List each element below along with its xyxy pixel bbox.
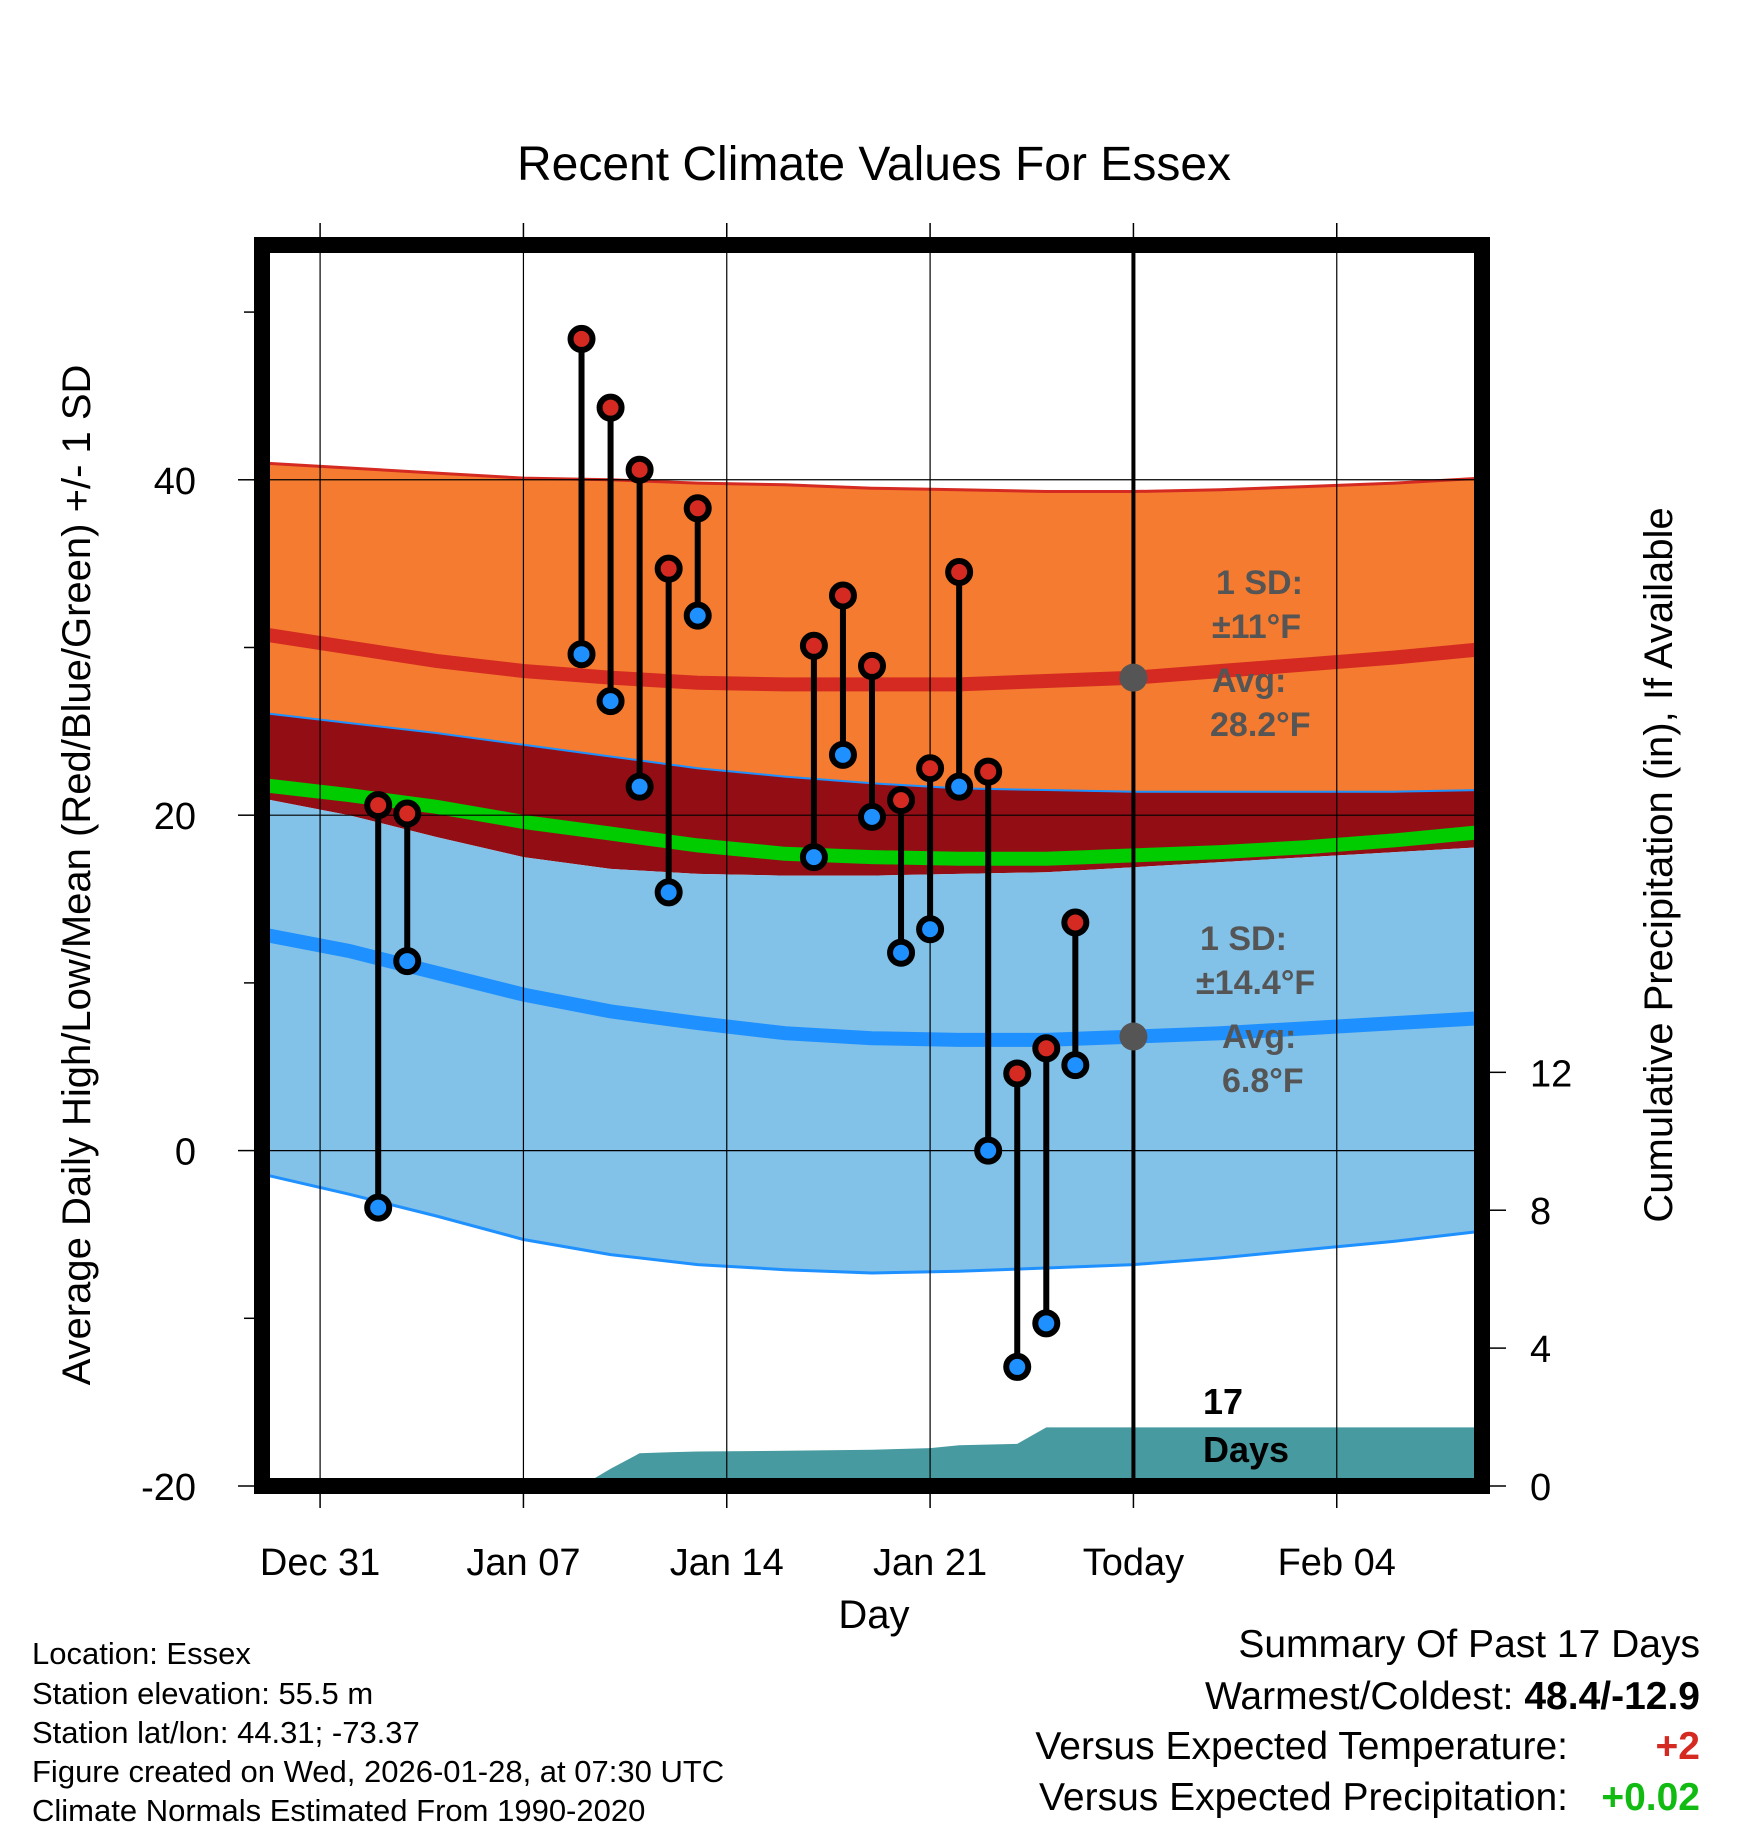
y2-tick-label: 8 <box>1530 1191 1551 1233</box>
low-sd-title: 1 SD: <box>1200 920 1287 958</box>
low-sd-value: ±14.4°F <box>1196 964 1315 1002</box>
daily-high-point <box>974 757 1003 786</box>
y-tick-label: -20 <box>141 1467 196 1509</box>
low-lower-edge <box>261 1172 1483 1275</box>
daily-high-point <box>393 799 422 828</box>
daily-low-point <box>393 947 422 976</box>
footer-normals: Climate Normals Estimated From 1990-2020 <box>32 1793 646 1828</box>
high-sd-value: ±11°F <box>1212 608 1301 646</box>
y-tick-label: 20 <box>154 796 196 838</box>
footer-latlon: Station lat/lon: 44.31; -73.37 <box>32 1715 420 1750</box>
low-avg-marker <box>1119 1022 1148 1051</box>
y-tick-label: 0 <box>175 1132 196 1174</box>
high-sd-title: 1 SD: <box>1216 564 1303 602</box>
x-tick-label: Dec 31 <box>260 1542 380 1584</box>
days-count-label: 17 <box>1203 1381 1243 1422</box>
y2-tick-label: 4 <box>1530 1329 1551 1371</box>
y-tick-label: 40 <box>154 461 196 503</box>
summary-precip-value: +0.02 <box>1601 1776 1700 1819</box>
daily-low-point <box>858 802 886 831</box>
x-tick-label: Feb 04 <box>1278 1542 1396 1584</box>
y2-axis-label: Cumulative Precipitation (in), If Availa… <box>1637 507 1681 1222</box>
daily-low-point <box>1003 1352 1032 1381</box>
footer-elevation: Station elevation: 55.5 m <box>32 1676 374 1711</box>
daily-high-point <box>1061 908 1090 937</box>
daily-low-point <box>799 843 828 872</box>
daily-high-point <box>567 324 596 353</box>
daily-high-point <box>596 393 625 422</box>
x-axis-label: Day <box>838 1593 909 1637</box>
summary-warm-cold-value: 48.4/-12.9 <box>1524 1675 1700 1718</box>
daily-high-point <box>625 455 654 484</box>
days-word-label: Days <box>1203 1429 1289 1470</box>
summary-warm-cold: Warmest/Coldest: 48.4/-12.9 <box>1205 1675 1700 1719</box>
summary-temp-value: +2 <box>1655 1725 1700 1768</box>
x-tick-label: Today <box>1083 1542 1184 1584</box>
daily-high-point <box>799 631 828 660</box>
daily-low-point <box>567 640 596 669</box>
precip-area <box>262 1427 1482 1486</box>
daily-high-point <box>364 791 393 820</box>
x-tick-label: Jan 21 <box>873 1542 987 1584</box>
plot-frame <box>254 237 1490 1494</box>
high-avg-value: 28.2°F <box>1210 706 1311 744</box>
summary-title: Summary Of Past 17 Days <box>1238 1623 1700 1666</box>
daily-high-point <box>654 554 683 583</box>
daily-low-point <box>654 878 683 907</box>
daily-low-point <box>945 772 974 801</box>
summary-precip-label: Versus Expected Precipitation: <box>1039 1776 1568 1819</box>
daily-high-point <box>916 754 945 783</box>
low-avg-title: Avg: <box>1222 1018 1296 1056</box>
daily-high-point <box>828 581 857 610</box>
summary-temp-label: Versus Expected Temperature: <box>1035 1725 1568 1768</box>
daily-low-point <box>828 740 857 769</box>
daily-low-point <box>364 1193 393 1222</box>
daily-low-point <box>596 687 625 716</box>
y-axis-label: Average Daily High/Low/Mean (Red/Blue/Gr… <box>55 365 99 1386</box>
high-upper-edge <box>261 461 1483 493</box>
daily-high-point <box>945 558 974 587</box>
normal-low-line <box>260 927 1483 1047</box>
daily-low-point <box>916 915 945 944</box>
daily-low-point <box>625 772 654 801</box>
daily-low-point <box>974 1136 1003 1165</box>
footer-location: Location: Essex <box>32 1636 251 1671</box>
daily-low-point <box>887 938 916 967</box>
normal-mean-line <box>261 778 1483 866</box>
chart-title: Recent Climate Values For Essex <box>517 138 1231 191</box>
daily-high-point <box>858 651 886 680</box>
low-avg-value: 6.8°F <box>1222 1062 1304 1100</box>
daily-high-point <box>683 494 712 523</box>
daily-low-point <box>1061 1051 1090 1080</box>
y2-tick-label: 12 <box>1530 1053 1572 1095</box>
daily-high-point <box>887 786 916 815</box>
x-tick-label: Jan 14 <box>670 1542 784 1584</box>
y2-tick-label: 0 <box>1530 1467 1551 1509</box>
daily-low-point <box>683 601 712 630</box>
daily-high-point <box>1032 1034 1061 1063</box>
high-avg-marker <box>1119 663 1148 692</box>
daily-high-point <box>1003 1059 1032 1088</box>
summary-warm-cold-label: Warmest/Coldest: <box>1205 1675 1514 1718</box>
high-avg-title: Avg: <box>1212 662 1286 700</box>
x-tick-label: Jan 07 <box>466 1542 580 1584</box>
daily-low-point <box>1032 1309 1061 1338</box>
high-sd-band <box>262 463 1482 792</box>
footer-created: Figure created on Wed, 2026-01-28, at 07… <box>32 1754 725 1789</box>
